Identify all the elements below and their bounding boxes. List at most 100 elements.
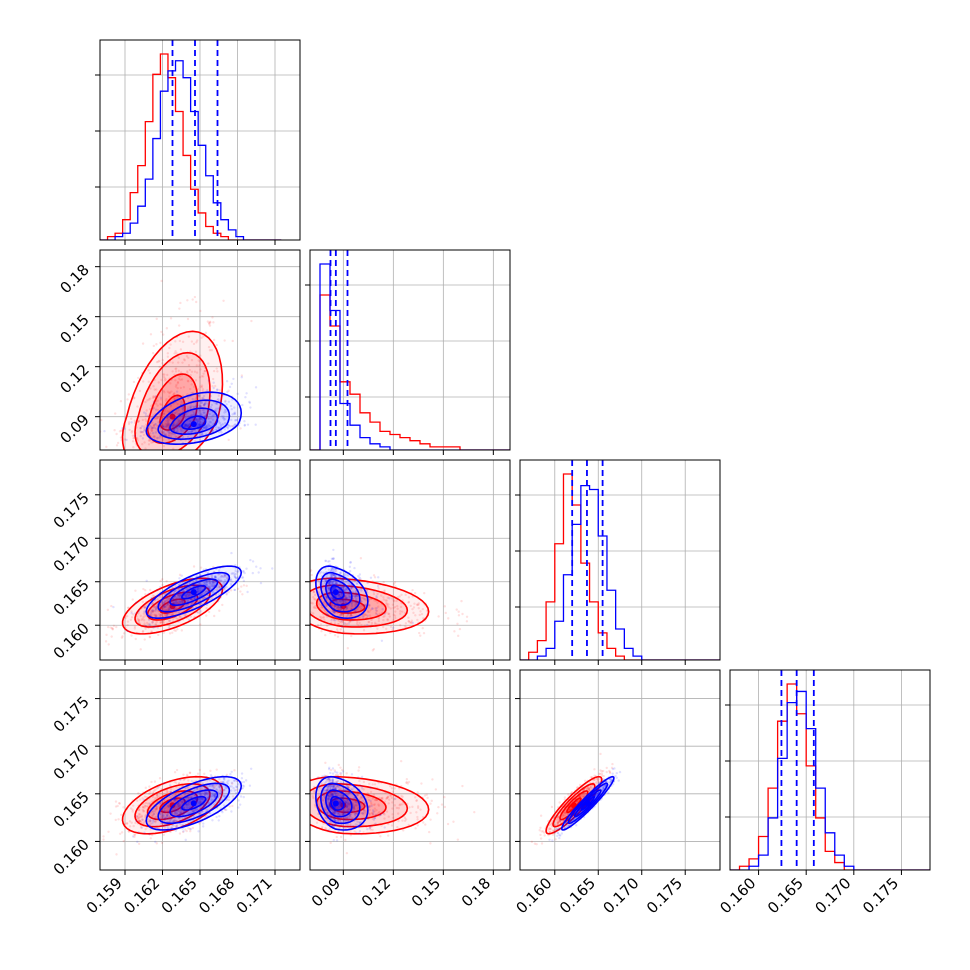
scatter-point — [368, 826, 372, 829]
scatter-point — [360, 600, 363, 603]
scatter-point — [156, 794, 159, 797]
scatter-point — [107, 830, 110, 833]
scatter-point — [190, 430, 193, 433]
scatter-point — [164, 424, 168, 427]
scatter-point — [330, 582, 334, 585]
scatter-point — [184, 615, 187, 618]
scatter-point — [187, 796, 190, 799]
scatter-point — [233, 411, 237, 414]
scatter-point — [166, 812, 170, 816]
scatter-point — [365, 588, 369, 592]
scatter-point — [176, 380, 180, 384]
scatter-point — [174, 601, 178, 604]
scatter-point — [163, 425, 166, 428]
scatter-point — [162, 424, 165, 427]
scatter-point — [173, 415, 176, 418]
scatter-point — [324, 826, 327, 830]
scatter-point — [294, 785, 296, 787]
scatter-point — [228, 385, 232, 389]
scatter-point — [190, 598, 193, 601]
scatter-point — [171, 795, 174, 798]
scatter-point — [160, 601, 163, 605]
scatter-point — [139, 426, 142, 430]
scatter-point — [375, 609, 379, 613]
scatter-point — [353, 580, 356, 583]
scatter-point — [204, 804, 207, 807]
scatter-point — [220, 579, 223, 583]
scatter-point — [332, 604, 335, 607]
scatter-point — [88, 649, 90, 651]
scatter-point — [205, 583, 208, 587]
scatter-point — [218, 789, 221, 792]
scatter-point — [461, 612, 464, 616]
scatter-point — [200, 433, 204, 437]
scatter-point — [195, 808, 199, 811]
scatter-point — [168, 434, 171, 437]
scatter-point — [218, 609, 221, 612]
scatter-point — [173, 780, 176, 784]
scatter-point — [110, 626, 114, 630]
scatter-point — [139, 826, 143, 829]
scatter-point — [335, 606, 339, 610]
scatter-point — [204, 331, 208, 335]
scatter-point — [157, 360, 160, 363]
scatter-point — [154, 615, 158, 618]
scatter-point — [392, 599, 395, 602]
scatter-point — [126, 623, 129, 627]
scatter-point — [187, 424, 190, 428]
scatter-point — [377, 804, 381, 807]
scatter-point — [219, 793, 222, 796]
scatter-point — [234, 423, 237, 426]
scatter-point — [334, 576, 337, 579]
scatter-point — [399, 610, 402, 613]
scatter-point — [122, 632, 126, 635]
scatter-point — [332, 567, 336, 570]
scatter-point — [184, 423, 188, 427]
scatter-point — [179, 386, 183, 390]
scatter-point — [163, 807, 166, 810]
scatter-point — [381, 607, 384, 611]
scatter-point — [296, 609, 298, 611]
scatter-point — [199, 421, 203, 424]
scatter-point — [119, 400, 123, 403]
scatter-point — [160, 803, 163, 806]
scatter-point — [202, 394, 206, 398]
scatter-point — [208, 587, 212, 590]
scatter-point — [221, 603, 224, 607]
scatter-point — [162, 604, 165, 608]
scatter-point — [370, 618, 374, 621]
scatter-point — [340, 592, 344, 595]
scatter-point — [355, 598, 358, 601]
scatter-point — [205, 580, 208, 584]
scatter-point — [112, 624, 116, 628]
scatter-point — [163, 826, 167, 829]
scatter-point — [373, 798, 377, 802]
scatter-point — [327, 802, 330, 805]
scatter-point — [205, 792, 208, 795]
scatter-point — [418, 631, 421, 635]
scatter-point — [329, 841, 332, 845]
scatter-point — [198, 409, 201, 413]
scatter-point — [404, 593, 407, 597]
scatter-point — [189, 830, 192, 833]
scatter-point — [196, 792, 200, 795]
scatter-point — [341, 809, 344, 812]
scatter-point — [194, 404, 198, 407]
scatter-point — [223, 579, 227, 582]
scatter-point — [344, 838, 347, 842]
scatter-point — [195, 413, 198, 416]
scatter-point — [331, 780, 334, 783]
scatter-point — [227, 779, 230, 782]
scatter-point — [147, 398, 151, 401]
scatter-point — [338, 613, 342, 617]
scatter-point — [177, 611, 181, 614]
scatter-point — [359, 577, 362, 580]
scatter-point — [169, 405, 173, 408]
scatter-point — [147, 820, 150, 823]
scatter-point — [175, 390, 179, 393]
scatter-point — [156, 404, 159, 407]
scatter-point — [177, 361, 180, 364]
scatter-point — [222, 415, 225, 418]
scatter-point — [200, 791, 204, 795]
scatter-point — [416, 824, 420, 827]
